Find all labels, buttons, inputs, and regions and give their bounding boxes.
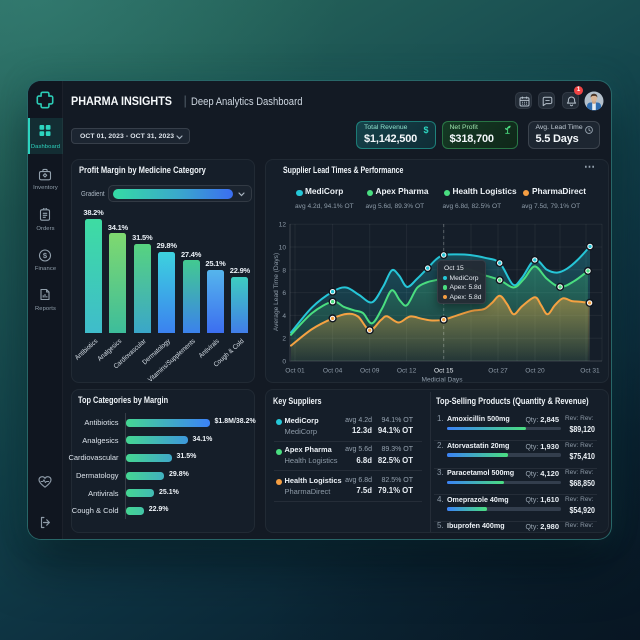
svg-text:6: 6 — [282, 290, 286, 297]
svg-text:Oct 31: Oct 31 — [580, 368, 600, 375]
svg-text:Average Lead Time (Days): Average Lead Time (Days) — [273, 253, 280, 331]
svg-text:Oct 12: Oct 12 — [397, 368, 417, 375]
svg-text:4: 4 — [282, 313, 286, 320]
svg-text:8: 8 — [282, 267, 286, 274]
svg-text:$: $ — [43, 251, 48, 260]
svg-text:Oct 01: Oct 01 — [285, 368, 305, 375]
svg-text:2: 2 — [282, 336, 286, 343]
svg-text:Oct 27: Oct 27 — [488, 368, 508, 375]
svg-text:12: 12 — [279, 222, 287, 229]
svg-text:Oct 09: Oct 09 — [360, 368, 380, 375]
svg-text:Oct 20: Oct 20 — [525, 368, 545, 375]
svg-text:Medicial Days: Medicial Days — [421, 377, 463, 384]
svg-text:0: 0 — [282, 359, 286, 366]
svg-text:Oct 15: Oct 15 — [434, 368, 454, 375]
svg-text:10: 10 — [279, 245, 287, 252]
svg-text:Oct 04: Oct 04 — [323, 368, 343, 375]
